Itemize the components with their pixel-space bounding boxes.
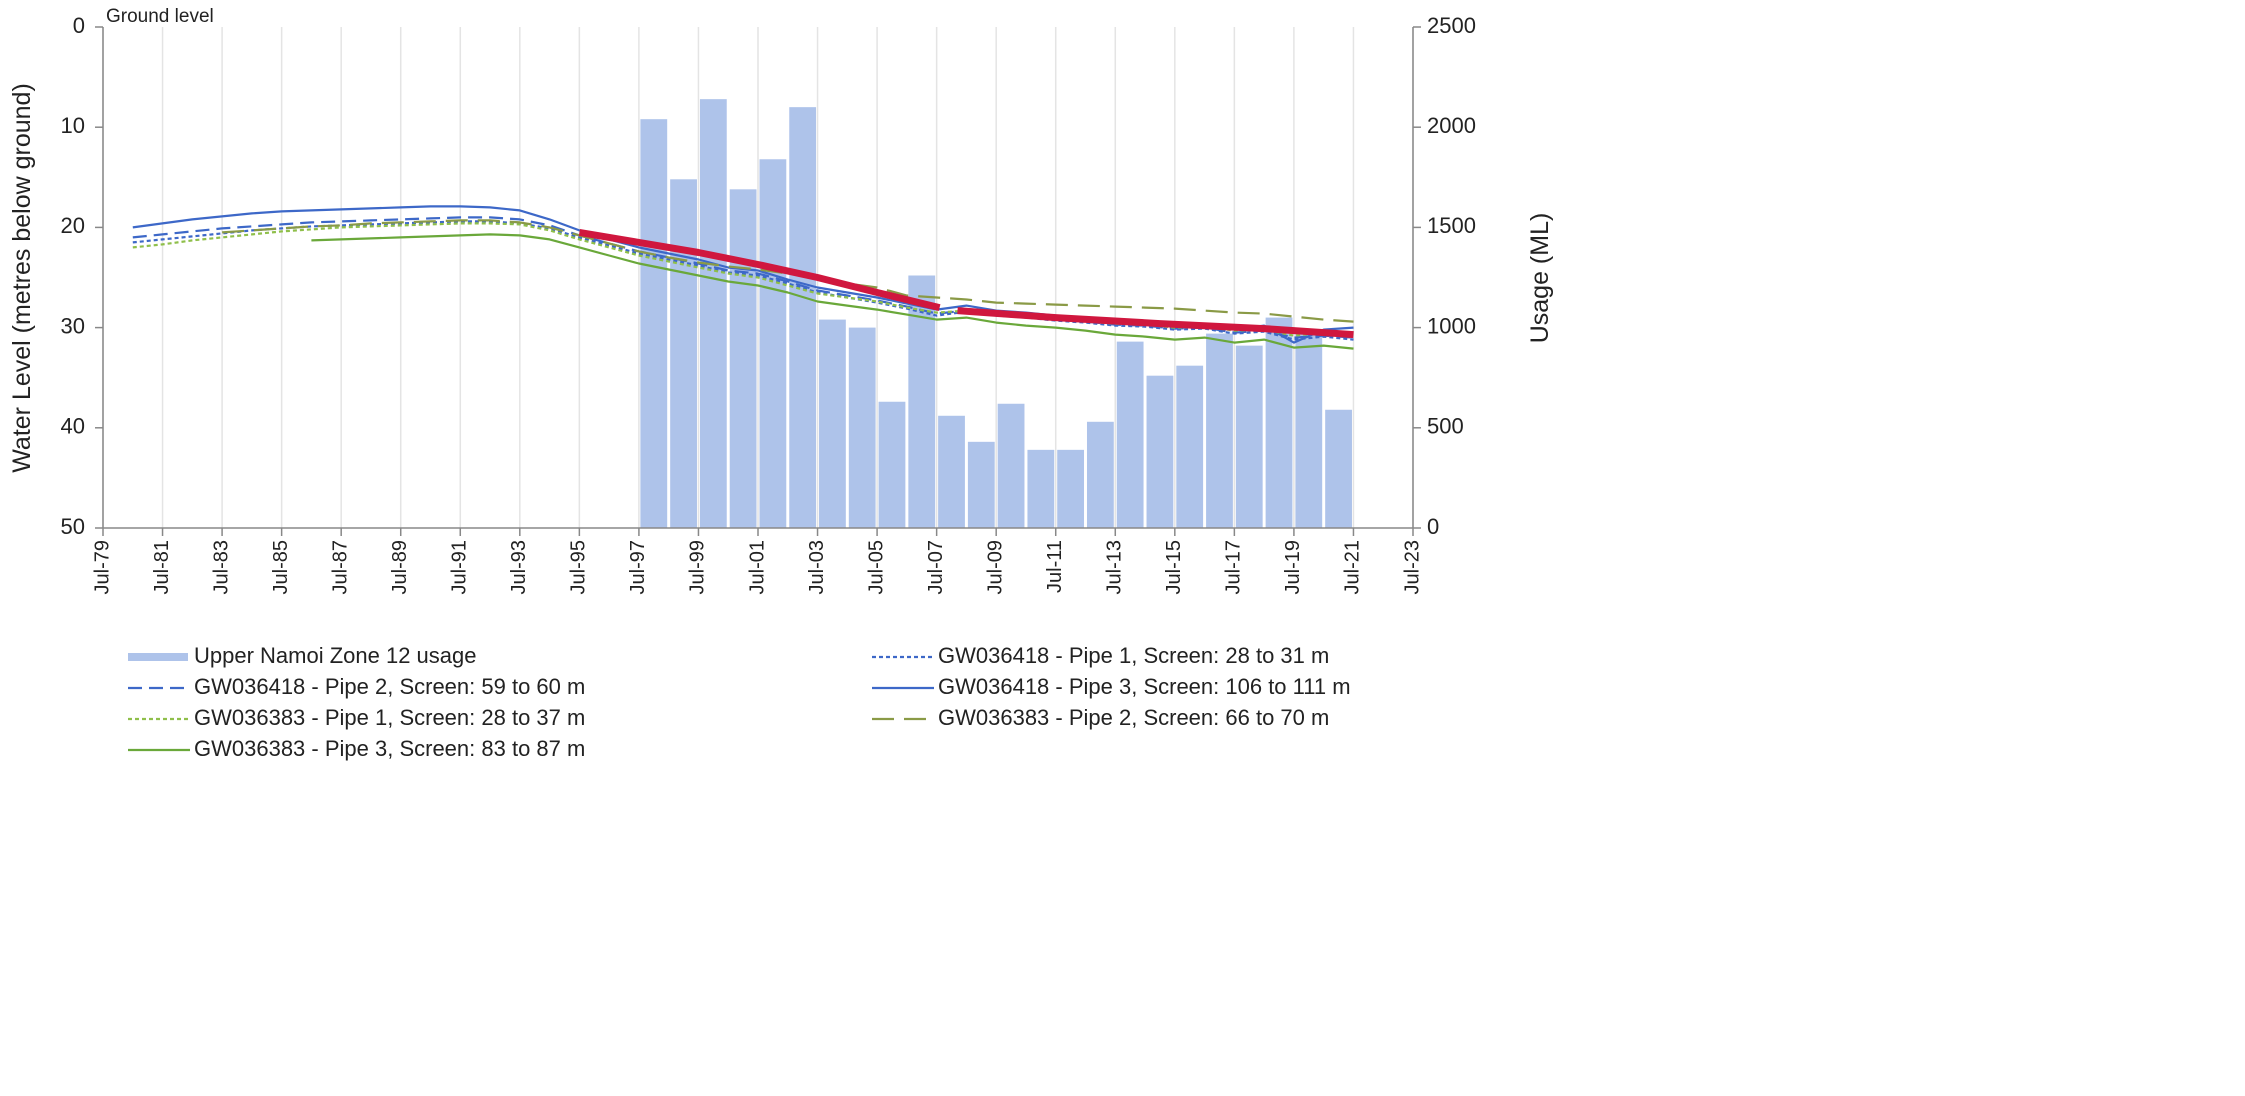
y2-tick-label: 2500 (1427, 13, 1476, 38)
y2-tick-label: 1000 (1427, 313, 1476, 338)
bar (759, 159, 787, 528)
legend-label: GW036418 - Pipe 2, Screen: 59 to 60 m (194, 674, 585, 699)
x-tick-label: Jul-91 (449, 540, 471, 594)
bar (1325, 409, 1352, 528)
annotation: Ground level (106, 6, 214, 27)
bar (1027, 449, 1055, 528)
x-tick-label: Jul-21 (1342, 540, 1364, 594)
bar (670, 179, 697, 528)
bar (1176, 365, 1204, 528)
line (311, 233, 1354, 350)
bar (729, 189, 757, 528)
bar (1235, 345, 1263, 528)
bar (699, 99, 727, 529)
x-tick-label: Jul-79 (91, 540, 113, 594)
x-tick-label: Jul-17 (1223, 540, 1245, 594)
bar (1265, 317, 1293, 528)
bar (997, 403, 1025, 528)
line (132, 222, 1354, 337)
bar (819, 319, 846, 528)
x-tick-label: Jul-85 (270, 540, 292, 594)
x-tick-label: Jul-87 (329, 540, 351, 594)
x-tick-label: Jul-13 (1104, 540, 1126, 594)
y2-tick-label: 1500 (1427, 213, 1476, 238)
y2-tick-label: 2000 (1427, 113, 1476, 138)
x-tick-label: Jul-09 (984, 540, 1006, 594)
x-tick-label: Jul-83 (210, 540, 232, 594)
x-tick-label: Jul-01 (746, 540, 768, 594)
bar (789, 107, 817, 528)
y-tick-label: 10 (61, 113, 85, 138)
bar (848, 327, 876, 528)
legend-swatch (128, 653, 188, 661)
bar (967, 441, 995, 528)
bar (938, 415, 965, 528)
bar (1086, 421, 1114, 528)
x-tick-label: Jul-23 (1401, 540, 1423, 594)
bar (1206, 333, 1233, 528)
bar (878, 401, 906, 528)
bar (1146, 375, 1174, 528)
x-tick-label: Jul-03 (806, 540, 828, 594)
x-tick-label: Jul-81 (151, 540, 173, 594)
x-tick-label: Jul-07 (925, 540, 947, 594)
y2-tick-label: 0 (1427, 514, 1439, 539)
x-tick-label: Jul-95 (568, 540, 590, 594)
y2-tick-label: 500 (1427, 414, 1464, 439)
legend-label: GW036383 - Pipe 3, Screen: 83 to 87 m (194, 736, 585, 761)
x-tick-label: Jul-93 (508, 540, 530, 594)
y-tick-label: 20 (61, 213, 85, 238)
y2-axis-title: Usage (ML) (1526, 213, 1554, 344)
bar (1057, 449, 1085, 528)
bar (1295, 329, 1323, 528)
x-tick-label: Jul-97 (627, 540, 649, 594)
x-tick-label: Jul-15 (1163, 540, 1185, 594)
x-tick-label: Jul-99 (687, 540, 709, 594)
bar (640, 119, 668, 529)
bar (1116, 341, 1144, 528)
x-tick-label: Jul-19 (1282, 540, 1304, 594)
y-tick-label: 50 (61, 514, 85, 539)
y-tick-label: 0 (73, 13, 85, 38)
y-tick-label: 40 (61, 414, 85, 439)
y-tick-label: 30 (61, 313, 85, 338)
legend-label: GW036383 - Pipe 1, Screen: 28 to 37 m (194, 705, 585, 730)
legend-label: GW036418 - Pipe 1, Screen: 28 to 31 m (938, 643, 1329, 668)
x-tick-label: Jul-89 (389, 540, 411, 594)
legend-label: Upper Namoi Zone 12 usage (194, 643, 477, 668)
legend-label: GW036383 - Pipe 2, Screen: 66 to 70 m (938, 705, 1329, 730)
x-tick-label: Jul-11 (1044, 540, 1066, 593)
trend-line (578, 228, 1354, 339)
y-axis-title: Water Level (metres below ground) (8, 83, 36, 473)
x-tick-label: Jul-05 (865, 540, 887, 594)
legend-label: GW036418 - Pipe 3, Screen: 106 to 111 m (938, 674, 1351, 699)
